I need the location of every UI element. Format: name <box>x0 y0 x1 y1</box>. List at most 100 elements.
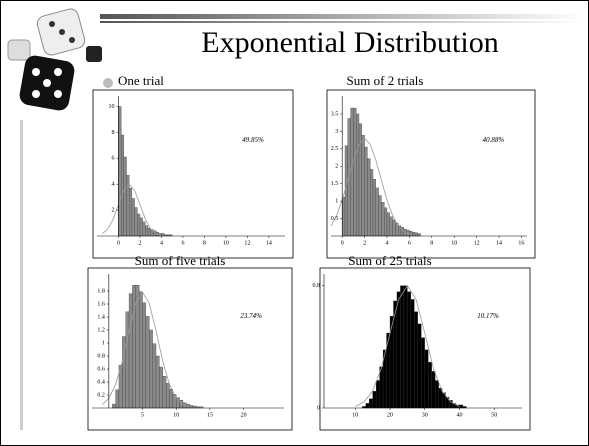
x-tick-label: 4 <box>386 240 389 246</box>
histogram-bar <box>137 213 141 237</box>
panel-title: One trial <box>118 73 164 88</box>
histogram-bar <box>378 195 382 237</box>
histogram-bar <box>403 285 408 409</box>
x-tick-label: 0 <box>341 240 344 246</box>
y-tick-label: 2.5 <box>331 146 339 152</box>
x-tick-label: 8 <box>203 240 206 246</box>
histogram-bar <box>145 316 150 409</box>
histogram-bar <box>384 207 388 237</box>
histogram-bar <box>370 169 374 237</box>
histogram-bar <box>152 343 157 409</box>
histogram-bar <box>400 285 405 409</box>
histogram-bar <box>115 389 120 409</box>
histogram-bar <box>125 311 130 409</box>
histogram-bar <box>131 198 135 237</box>
histogram-bar <box>134 207 138 237</box>
x-tick-label: 14 <box>496 240 502 246</box>
annotation: 49.85% <box>242 136 264 144</box>
histogram-bar <box>155 355 160 409</box>
x-tick-label: 6 <box>408 240 411 246</box>
histogram-bar <box>139 217 143 237</box>
histogram-bar <box>165 383 170 409</box>
side-bar <box>20 120 23 430</box>
histogram-bar <box>162 375 167 409</box>
x-tick-label: 15 <box>207 412 213 418</box>
histogram-bar <box>417 233 421 237</box>
histogram-bar <box>128 293 133 409</box>
x-tick-label: 10 <box>173 412 179 418</box>
histogram-bar <box>372 391 377 409</box>
histogram-bar <box>342 197 346 237</box>
y-tick-label: 0.4 <box>97 379 105 385</box>
panel-title: Sum of 25 trials <box>348 253 431 268</box>
x-tick-label: 20 <box>387 412 393 418</box>
y-tick-label: 0.8 <box>313 283 321 289</box>
header-bar <box>100 14 585 19</box>
header-bar <box>100 21 585 23</box>
histogram-bar <box>381 202 385 237</box>
histogram-bar <box>379 366 384 409</box>
histogram-bar <box>421 337 425 409</box>
y-tick-label: 3 <box>335 129 338 135</box>
histogram-bar <box>112 403 116 409</box>
x-tick-label: 16 <box>518 240 524 246</box>
histogram-bar <box>161 233 165 237</box>
histogram-bar <box>375 380 380 409</box>
histogram-bar <box>428 361 432 409</box>
histogram-bar <box>123 156 127 237</box>
histogram-bar <box>410 299 415 409</box>
histogram-bar <box>414 311 418 409</box>
histogram-bar <box>361 135 365 237</box>
histogram-bar <box>459 404 464 409</box>
histogram-bar <box>350 107 354 237</box>
x-tick-label: 30 <box>422 412 428 418</box>
x-tick-label: 2 <box>363 240 366 246</box>
y-tick-label: 1 <box>335 199 338 205</box>
x-tick-label: 6 <box>181 240 184 246</box>
histogram-bar <box>142 302 147 409</box>
histogram-bar <box>147 228 151 237</box>
histogram-bar <box>129 187 133 237</box>
y-tick-label: 0.6 <box>97 366 105 372</box>
histogram-bar <box>118 106 122 237</box>
x-tick-label: 2 <box>138 240 141 246</box>
y-tick-label: 1.5 <box>331 181 339 187</box>
x-tick-label: 8 <box>430 240 433 246</box>
histogram-bar <box>375 187 379 237</box>
histogram-bar <box>369 398 373 409</box>
histogram-bar <box>396 291 401 409</box>
histogram-bar <box>438 387 443 409</box>
histogram-bar <box>409 230 413 237</box>
histogram-bar <box>365 403 370 409</box>
histogram-bar <box>132 284 136 409</box>
histogram-bar <box>135 284 140 409</box>
normal-curve <box>330 137 410 235</box>
y-tick-label: 0.5 <box>331 216 339 222</box>
x-tick-label: 50 <box>491 412 497 418</box>
x-tick-label: 12 <box>244 240 250 246</box>
histogram-bar <box>386 212 390 237</box>
x-tick-label: 12 <box>474 240 480 246</box>
histogram-bar <box>414 232 418 237</box>
y-tick-label: 1.4 <box>97 314 105 320</box>
y-tick-label: 2 <box>335 164 338 170</box>
y-tick-label: 0 <box>317 405 320 411</box>
annotation: 23.74% <box>240 312 262 320</box>
histogram-bar <box>356 113 360 237</box>
histogram-bar <box>412 232 416 237</box>
x-tick-label: 10 <box>451 240 457 246</box>
histogram-bar <box>407 291 411 409</box>
panel-title: Sum of 2 trials <box>347 73 424 88</box>
panel-title: Sum of five trials <box>135 253 226 268</box>
histogram-bar <box>189 405 194 409</box>
x-tick-label: 40 <box>456 412 462 418</box>
annotation: 40.88% <box>483 136 505 144</box>
histogram-bar <box>431 371 436 409</box>
normal-curve <box>102 183 162 236</box>
histogram-bar <box>358 123 362 237</box>
histogram-bar <box>392 219 396 237</box>
x-tick-label: 20 <box>241 412 247 418</box>
histogram-bar <box>139 291 143 409</box>
y-tick-label: 10 <box>108 104 114 110</box>
y-tick-label: 1.6 <box>97 301 105 307</box>
